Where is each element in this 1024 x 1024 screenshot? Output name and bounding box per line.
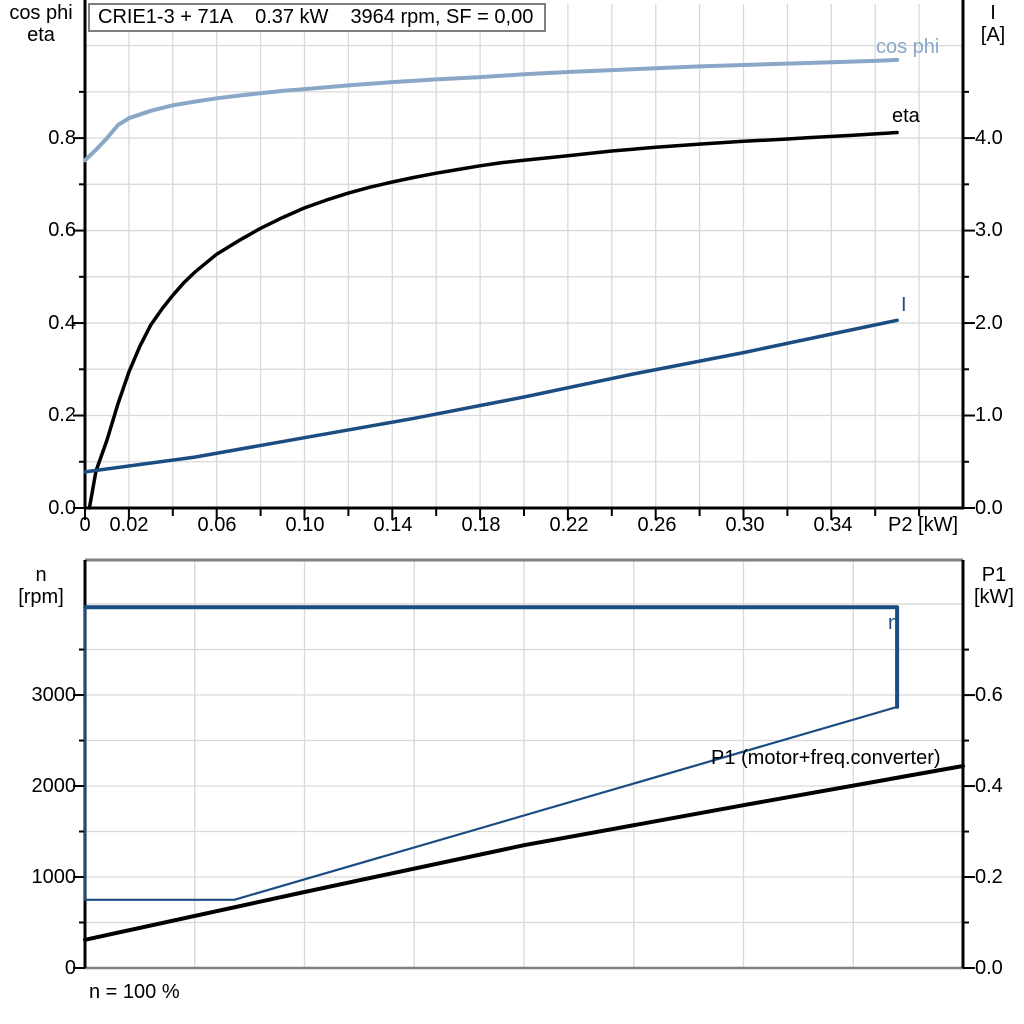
current-curve-label: I	[901, 294, 907, 316]
top-left-axis-label: cos phi eta	[9, 2, 73, 46]
chart-title-box: CRIE1-3 + 71A 0.37 kW 3964 rpm, SF = 0,0…	[88, 3, 546, 32]
y-tick-right: 1.0	[975, 404, 1003, 426]
p1-tick: 0.0	[975, 957, 1003, 979]
pump-model: CRIE1-3 + 71A	[98, 6, 234, 28]
y-tick-right: 2.0	[975, 312, 1003, 334]
x-tick: 0.10	[285, 514, 325, 536]
rpm-tick: 2000	[31, 775, 77, 797]
speed-region-label: n	[888, 612, 900, 634]
speed-footnote: n = 100 %	[89, 981, 180, 1003]
x-tick: 0.30	[725, 514, 765, 536]
x-tick: 0.22	[549, 514, 589, 536]
y-tick-left: 0.4	[48, 312, 76, 334]
top-chart-gridlines	[85, 4, 963, 508]
bottom-chart-gridlines	[85, 560, 963, 968]
x-tick: 0	[79, 514, 91, 536]
eta-curve	[87, 130, 899, 510]
x-tick: 0.06	[197, 514, 237, 536]
y-tick-left: 0.2	[48, 404, 76, 426]
p1-curve-label: P1 (motor+freq.converter)	[711, 747, 941, 769]
current-curve	[83, 318, 899, 474]
cos-phi-curve-label: cos phi	[876, 36, 940, 58]
p1-tick: 0.2	[975, 866, 1003, 888]
x-axis-label: P2 [kW]	[887, 514, 959, 536]
y-tick-right: 0.0	[975, 497, 1003, 519]
y-tick-right: 3.0	[975, 219, 1003, 241]
p1-tick: 0.6	[975, 684, 1003, 706]
bottom-left-axis-label: n [rpm]	[18, 564, 64, 608]
rated-power: 0.37 kW	[255, 6, 329, 28]
bottom-right-axis-label: P1 [kW]	[974, 564, 1014, 608]
top-right-axis-label: I [A]	[980, 2, 1006, 46]
y-tick-left: 0.8	[48, 127, 76, 149]
rpm-tick: 0	[64, 957, 76, 979]
x-tick: 0.02	[109, 514, 149, 536]
speed-limit-line	[83, 605, 900, 709]
x-tick: 0.34	[813, 514, 853, 536]
x-tick: 0.14	[373, 514, 413, 536]
cos-phi-curve	[83, 57, 900, 163]
x-tick: 0.26	[637, 514, 677, 536]
y-tick-left: 0.0	[48, 497, 76, 519]
eta-curve-label: eta	[892, 105, 920, 127]
p1-curve	[83, 764, 965, 942]
p1-tick: 0.4	[975, 775, 1003, 797]
rpm-tick: 1000	[31, 866, 77, 888]
top-chart-axes	[73, 0, 975, 520]
x-tick: 0.18	[461, 514, 501, 536]
rpm-tick: 3000	[31, 684, 77, 706]
rated-speed: 3964 rpm, SF = 0,00	[350, 6, 534, 28]
y-tick-left: 0.6	[48, 219, 76, 241]
y-tick-right: 4.0	[975, 127, 1003, 149]
